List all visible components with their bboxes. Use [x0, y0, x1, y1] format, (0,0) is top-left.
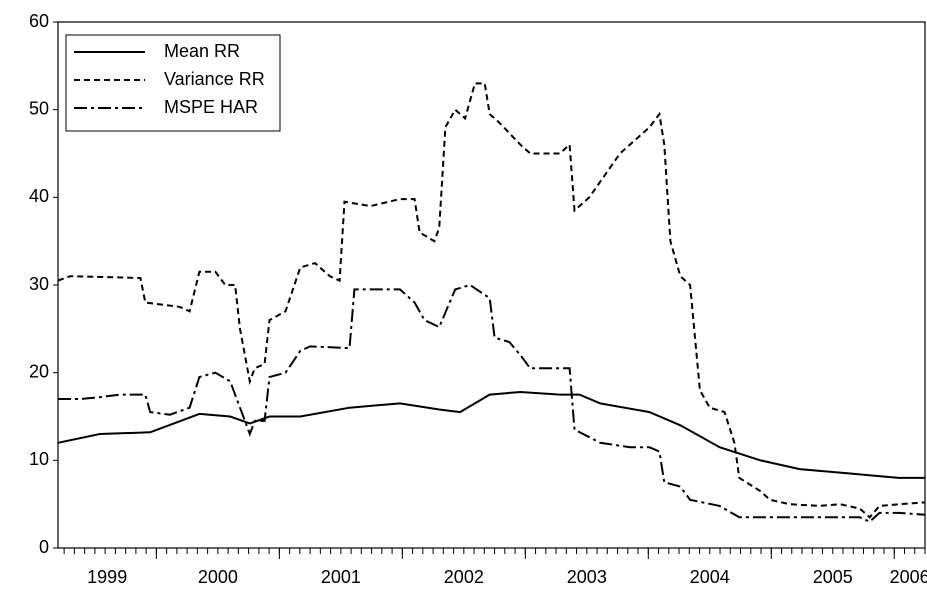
x-tick-label: 2000 — [198, 567, 238, 587]
series-line — [58, 283, 926, 523]
legend-label: Variance RR — [164, 69, 265, 89]
legend-label: MSPE HAR — [164, 97, 258, 117]
y-tick-label: 10 — [29, 449, 49, 469]
y-tick-label: 40 — [29, 186, 49, 206]
x-tick-label: 2005 — [813, 567, 853, 587]
x-tick-label: 2006 — [890, 567, 927, 587]
x-tick-label: 2003 — [567, 567, 607, 587]
y-tick-label: 0 — [39, 537, 49, 557]
series-line — [57, 82, 926, 519]
y-tick-label: 60 — [29, 11, 49, 31]
legend-label: Mean RR — [164, 41, 240, 61]
y-tick-label: 50 — [29, 98, 49, 118]
x-tick-label: 2004 — [690, 567, 730, 587]
x-tick-label: 2002 — [444, 567, 484, 587]
series-line — [57, 390, 925, 479]
x-tick-label: 1999 — [87, 567, 127, 587]
x-tick-label: 2001 — [321, 567, 361, 587]
y-tick-label: 30 — [29, 274, 49, 294]
y-tick-label: 20 — [29, 361, 49, 381]
